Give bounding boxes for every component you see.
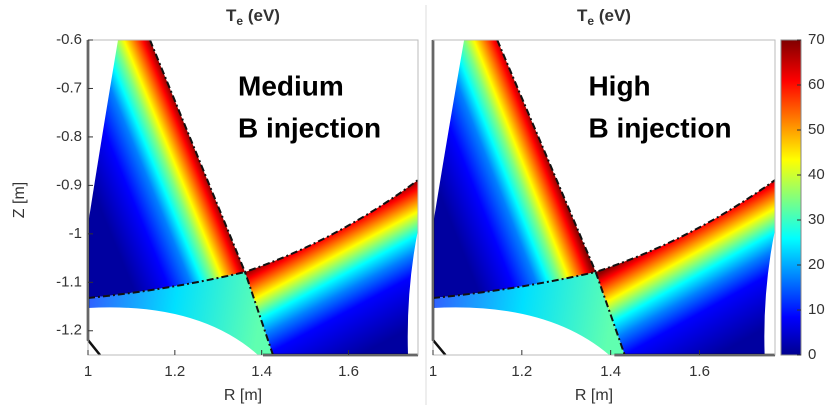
x-tick-label: 1 (84, 363, 92, 380)
colorbar-tick-label: 40 (808, 166, 825, 183)
x-tick-label: 1.2 (511, 363, 532, 380)
colorbar-tick-label: 60 (808, 76, 825, 93)
x-tick-label: 1 (429, 363, 437, 380)
x-axis-label: R [m] (575, 387, 613, 404)
panel-title: Te (eV) (226, 6, 280, 28)
annotation: B injection (588, 112, 731, 143)
panel-title: Te (eV) (577, 6, 631, 28)
field-upper-leg (433, 40, 596, 298)
colorbar-tick-label: 50 (808, 121, 825, 138)
colorbar-tick-label: 10 (808, 301, 825, 318)
colorbar-tick-label: 20 (808, 256, 825, 273)
title-part: e (236, 14, 243, 28)
y-tick-label: -0.6 (56, 31, 82, 48)
title-part: T (226, 6, 237, 25)
x-tick-label: 1.4 (600, 363, 621, 380)
annotation: Medium (238, 70, 344, 101)
separatrix (496, 39, 776, 274)
colorbar-tick-label: 30 (808, 211, 825, 228)
y-tick-label: -0.7 (56, 79, 82, 96)
x-axis-label: R [m] (224, 387, 262, 404)
title-part: T (577, 6, 588, 25)
separatrix (87, 270, 274, 356)
colorbar (780, 39, 802, 356)
y-tick-label: -0.9 (56, 176, 82, 193)
field-upper-leg (88, 40, 245, 298)
axes-frame (432, 39, 776, 356)
x-tick-label: 1.6 (689, 363, 710, 380)
colorbar-tick-label: 0 (808, 346, 816, 363)
annotation: B injection (238, 112, 381, 143)
field-right-leg (595, 180, 775, 355)
y-tick-label: -1.1 (56, 273, 82, 290)
x-tick-label: 1.4 (251, 363, 272, 380)
separatrix (149, 39, 419, 274)
y-tick-label: -0.8 (56, 128, 82, 145)
y-tick-label: -1.2 (56, 322, 82, 339)
y-tick-label: -1 (69, 225, 82, 242)
title-part: e (587, 14, 594, 28)
field-right-leg (245, 180, 418, 355)
title-part: (eV) (594, 6, 631, 25)
title-part: (eV) (243, 6, 280, 25)
annotation: High (588, 70, 650, 101)
colorbar-tick-label: 70 (808, 31, 825, 48)
x-tick-label: 1.6 (338, 363, 359, 380)
separatrix (432, 270, 626, 356)
axes-frame (87, 39, 419, 356)
x-tick-label: 1.2 (164, 363, 185, 380)
y-axis-label: Z [m] (11, 182, 28, 218)
